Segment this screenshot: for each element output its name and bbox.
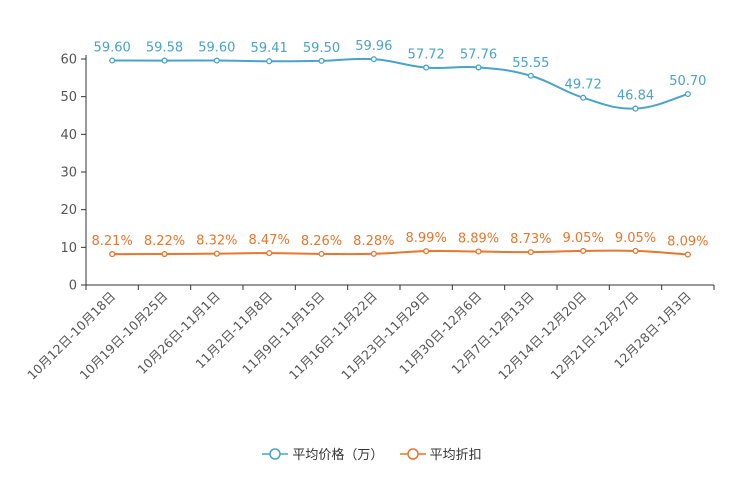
y-tick-label: 20 xyxy=(60,203,77,218)
data-point[interactable] xyxy=(370,250,377,257)
data-point[interactable] xyxy=(213,57,220,64)
x-axis: 10月12日-10月18日10月19日-10月25日10月26日-11月1日11… xyxy=(24,284,715,383)
data-label: 59.41 xyxy=(251,41,288,56)
data-point[interactable] xyxy=(527,72,534,79)
line-chart: 0 10 20 30 40 50 60 10月12日-10月18日10月19日-10月25日… xyxy=(24,39,715,383)
data-point[interactable] xyxy=(684,90,691,98)
data-label: 8.21% xyxy=(92,234,133,249)
data-point[interactable] xyxy=(475,248,482,255)
data-label: 59.60 xyxy=(94,41,131,56)
y-axis: 0 10 20 30 40 50 60 xyxy=(60,53,87,294)
data-label: 8.47% xyxy=(249,233,290,248)
data-point[interactable] xyxy=(109,251,116,258)
legend-discount-line-icon xyxy=(399,447,426,460)
y-tick-label: 50 xyxy=(60,90,77,105)
y-tick-label: 30 xyxy=(60,166,77,181)
x-tick-label: 11月23日-11月29日 xyxy=(338,289,432,383)
data-point[interactable] xyxy=(423,64,430,71)
data-point[interactable] xyxy=(318,57,325,64)
data-label: 8.99% xyxy=(406,231,447,246)
data-label: 59.60 xyxy=(198,41,235,56)
data-point[interactable] xyxy=(266,250,273,257)
x-tick-label: 12月14日-12月20日 xyxy=(495,289,589,383)
data-label: 8.73% xyxy=(510,232,551,247)
data-label: 50.70 xyxy=(669,74,706,89)
data-point[interactable] xyxy=(109,57,116,64)
x-tick-label: 10月12日-10月18日 xyxy=(24,289,118,383)
data-label: 59.50 xyxy=(303,41,340,56)
data-point[interactable] xyxy=(580,247,587,254)
data-point[interactable] xyxy=(213,250,220,257)
legend-item-discount[interactable]: 平均折扣 xyxy=(399,444,482,463)
y-tick-label: 40 xyxy=(60,128,77,143)
data-label: 55.55 xyxy=(512,56,549,71)
y-tick-label: 60 xyxy=(60,53,77,68)
legend-item-price[interactable]: 平均价格（万） xyxy=(262,444,383,463)
x-tick-label: 11月16日-11月22日 xyxy=(286,289,380,383)
data-point[interactable] xyxy=(318,250,325,257)
x-tick-label: 12月21日-12月27日 xyxy=(547,289,641,383)
data-label: 57.76 xyxy=(460,47,497,62)
legend: 平均价格（万） 平均折扣 xyxy=(0,444,744,465)
legend-price-line-icon xyxy=(262,447,289,460)
series-2: 8.21% 8.22% 8.32% 8.47% 8.26% 8.28% 8.99% 8.89%… xyxy=(92,231,708,258)
y-tick-label: 10 xyxy=(60,241,77,256)
data-label: 59.58 xyxy=(146,41,183,56)
data-label: 9.05% xyxy=(563,231,604,246)
data-label: 59.96 xyxy=(355,39,392,54)
series-layer: 59.60 59.58 59.60 59.41 59.50 59.96 57.72 57.76… xyxy=(92,39,708,258)
data-point[interactable] xyxy=(684,251,691,258)
data-point[interactable] xyxy=(527,249,534,256)
data-label: 8.32% xyxy=(196,234,237,249)
series-line xyxy=(112,57,689,110)
data-label: 8.09% xyxy=(667,235,708,250)
data-label: 8.28% xyxy=(353,234,394,249)
data-label: 57.72 xyxy=(408,48,445,63)
series-line xyxy=(112,249,688,256)
data-label: 46.84 xyxy=(617,89,654,104)
data-point[interactable] xyxy=(161,250,168,258)
legend-discount-label: 平均折扣 xyxy=(429,448,482,463)
y-tick-label: 0 xyxy=(69,279,77,294)
data-point[interactable] xyxy=(475,64,482,71)
data-label: 8.26% xyxy=(301,234,342,249)
data-point[interactable] xyxy=(266,58,273,65)
data-label: 8.22% xyxy=(144,234,185,249)
x-tick-label: 10月19日-10月25日 xyxy=(76,289,170,383)
data-point[interactable] xyxy=(580,94,587,101)
series-1: 59.60 59.58 59.60 59.41 59.50 59.96 57.72 57.76… xyxy=(94,39,706,112)
legend-price-label: 平均价格（万） xyxy=(292,448,384,463)
data-point[interactable] xyxy=(161,57,168,64)
data-label: 49.72 xyxy=(565,78,602,93)
data-label: 9.05% xyxy=(615,231,656,246)
data-label: 8.89% xyxy=(458,232,499,247)
data-point[interactable] xyxy=(423,248,430,255)
data-point[interactable] xyxy=(370,56,377,63)
data-point[interactable] xyxy=(632,247,639,254)
data-point[interactable] xyxy=(632,105,639,112)
